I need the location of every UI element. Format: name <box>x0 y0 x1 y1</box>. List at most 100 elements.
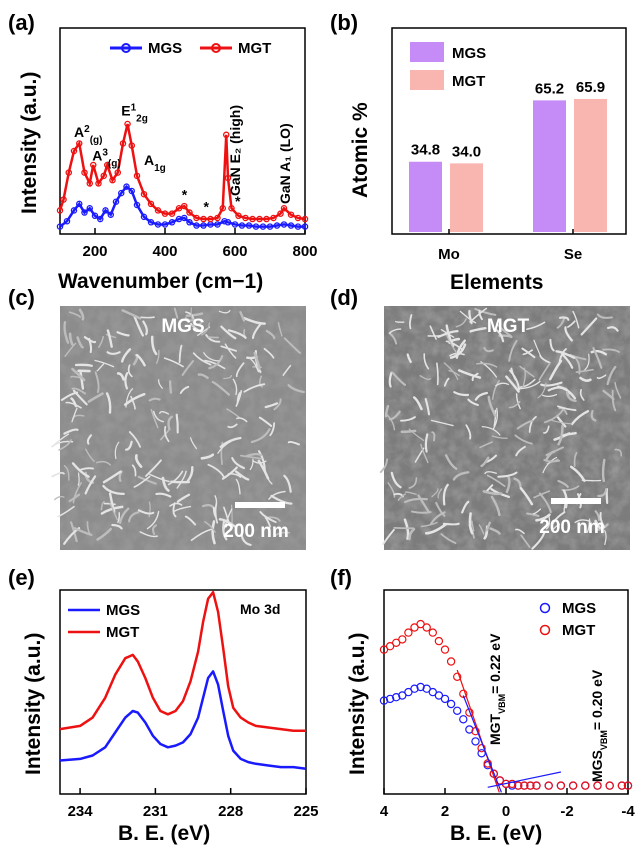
raman-point-mgs <box>266 223 274 230</box>
sem-flake <box>543 459 561 463</box>
sem-flake <box>111 523 123 530</box>
sem-flake <box>148 397 161 402</box>
sem-flake <box>522 349 533 356</box>
sem-flake <box>382 528 395 545</box>
sem-flake <box>526 321 546 330</box>
sem-flake <box>155 349 160 364</box>
sem-flake <box>217 439 234 454</box>
sem-flake <box>68 493 81 503</box>
sem-flake <box>551 511 566 525</box>
sem-flake <box>556 385 577 400</box>
sem-flake <box>533 490 551 499</box>
sem-flake <box>190 307 195 326</box>
sem-flake <box>94 371 100 394</box>
raman-ylabel: Intensity (a.u.) <box>18 72 41 214</box>
sem-flake <box>449 352 465 357</box>
raman-point-mgt <box>86 180 94 187</box>
vbm-point-mgt <box>514 781 523 790</box>
vbm-tick-label: -4 <box>621 803 635 820</box>
sem-flake <box>543 409 564 424</box>
sem-flake <box>387 482 396 498</box>
raman-legend: MGS MGT <box>110 40 271 57</box>
raman-point-mgs <box>81 209 88 216</box>
raman-point-mgt <box>249 215 256 223</box>
sem-flake <box>277 321 283 337</box>
vbm-point-mgs <box>416 682 425 692</box>
raman-point-mgt <box>154 207 162 214</box>
legend-label-mgt-e: MGT <box>106 624 139 641</box>
legend-swatch-mgt <box>410 70 444 90</box>
sem-flake <box>404 491 417 495</box>
vbm-point-mgs <box>446 699 456 709</box>
sem-flake <box>145 459 162 477</box>
raman-point-mgt <box>133 172 141 180</box>
vbm-point-mgs <box>434 691 444 700</box>
raman-peak-label: * <box>182 187 188 203</box>
raman-point-mgt <box>277 210 284 217</box>
sem-flake <box>175 413 179 434</box>
sem-flake <box>531 531 546 550</box>
sem-flake <box>467 398 479 406</box>
legend-marker-mgs <box>121 43 131 53</box>
sem-flake <box>176 493 191 503</box>
sem-flake <box>116 331 130 337</box>
sem-flake <box>478 309 483 321</box>
xps-mo3d-chart: Intensity (a.u.) B. E. (eV) 234 231 228 225… <box>22 589 319 845</box>
mgt-vbm-name: MGT <box>487 713 503 745</box>
sem-flake <box>203 352 220 362</box>
sem-flake <box>494 328 505 343</box>
sem-flake <box>173 505 192 513</box>
vbm-tick-label: 0 <box>502 803 510 820</box>
sem-flake <box>471 520 475 532</box>
vbm-point-mgs <box>422 684 431 693</box>
sem-flake <box>181 360 195 376</box>
sem-flake <box>513 477 522 488</box>
sem-flake <box>431 431 436 442</box>
sem-flake <box>227 423 238 429</box>
sem-flake <box>417 494 430 513</box>
sem-flake <box>167 470 184 486</box>
sem-flake <box>190 322 204 334</box>
vbm-point-mgt <box>392 638 401 648</box>
sem-flake <box>384 405 390 418</box>
raman-point-mgt <box>114 169 122 176</box>
sem-flake <box>105 392 112 414</box>
sem-flake <box>190 437 197 450</box>
composition-category-label: Mo <box>438 246 460 263</box>
vbm-xlabel: B. E. (eV) <box>450 822 542 845</box>
sem-flake <box>410 510 432 514</box>
sem-flake <box>590 409 597 422</box>
sem-flake <box>57 505 75 518</box>
sem-flake <box>79 467 94 471</box>
sem-flake <box>493 409 497 427</box>
sem-flake <box>562 432 577 437</box>
sem-flake <box>486 474 506 488</box>
sem-flake <box>70 375 82 379</box>
sem-flake <box>259 375 263 388</box>
sem-flake <box>419 375 432 381</box>
sem-flake <box>425 522 448 535</box>
legend-swatch-mgs <box>410 42 444 62</box>
sem-flake <box>599 512 606 529</box>
sem-flake <box>573 452 578 467</box>
sem-flake <box>449 343 467 359</box>
raman-point-mgt <box>180 202 188 210</box>
raman-point-mgs <box>128 187 135 195</box>
vbm-point-mgt <box>507 779 517 789</box>
sem-flake <box>424 397 431 416</box>
vbm-point-mgs <box>410 684 419 693</box>
raman-point-mgt <box>301 215 309 223</box>
sem-flake <box>408 314 413 330</box>
sem-flake <box>264 469 273 485</box>
sem-flake <box>220 325 237 340</box>
vbm-point-mgs <box>440 694 450 704</box>
composition-category-label: Se <box>564 246 582 263</box>
sem-flake <box>602 389 615 401</box>
sem-flake <box>388 371 393 388</box>
panel-label-a: (a) <box>8 10 35 35</box>
sem-flake <box>239 311 246 322</box>
sem-flake <box>222 520 228 541</box>
panel-label-d: (d) <box>330 285 358 310</box>
raman-point-mgs <box>91 212 99 220</box>
sem-flake <box>51 471 65 478</box>
